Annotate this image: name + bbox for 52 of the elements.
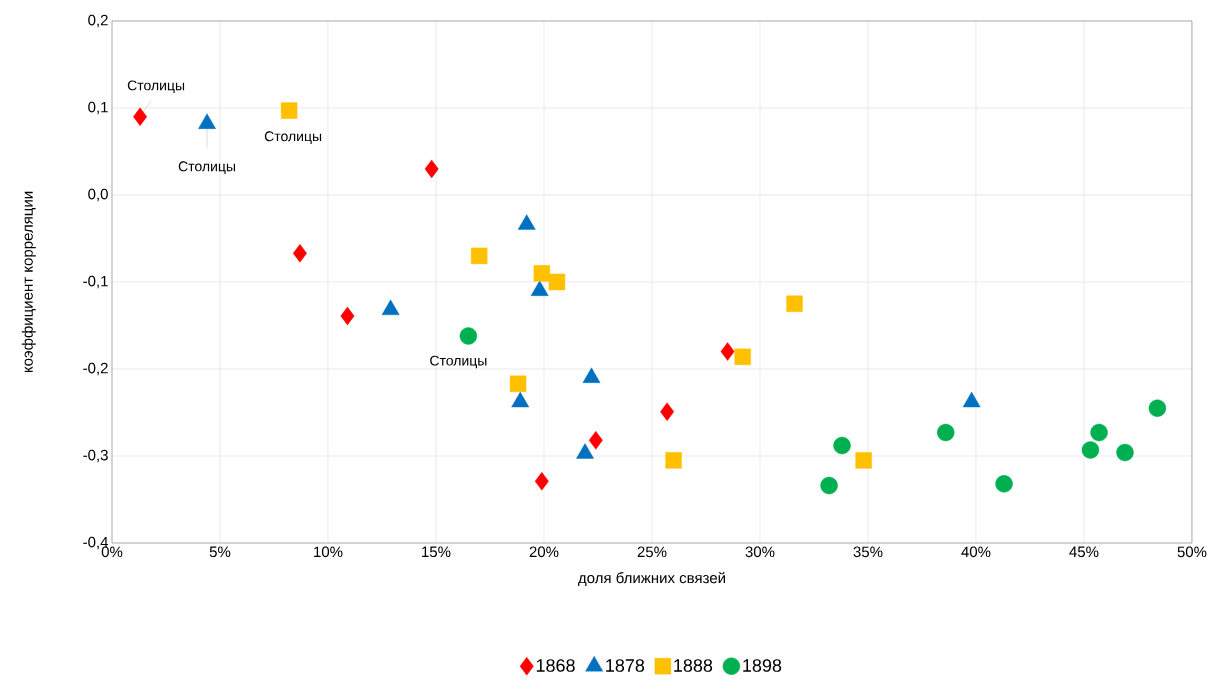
point <box>292 244 307 263</box>
point <box>995 475 1013 493</box>
x-tick-label: 10% <box>314 546 343 558</box>
point <box>340 306 355 326</box>
annotation: Столицы <box>127 80 185 93</box>
x-tick-label: 20% <box>529 546 559 558</box>
x-tick-label: 45% <box>1069 546 1099 558</box>
legend-label: 1898 <box>743 659 782 672</box>
point <box>734 348 751 366</box>
point <box>459 327 478 345</box>
x-tick-label: 25% <box>637 546 667 558</box>
point <box>855 452 872 469</box>
point <box>548 273 566 291</box>
y-tick-label: 0,1 <box>88 101 108 115</box>
y-axis-title: коэффициент корреляции <box>21 191 36 373</box>
point <box>509 375 527 392</box>
point <box>533 265 551 282</box>
x-axis-title: доля ближних связей <box>578 571 725 587</box>
x-tick-label: 40% <box>961 546 991 558</box>
legend-label: 1888 <box>674 659 713 672</box>
point <box>1090 423 1108 442</box>
point <box>937 423 955 442</box>
annotation: Столицы <box>178 161 236 174</box>
point <box>786 295 803 312</box>
point <box>665 452 682 469</box>
point <box>720 342 735 361</box>
x-tick-label: 5% <box>209 546 231 558</box>
y-tick-label: -0,1 <box>83 275 108 289</box>
y-tick-label: -0,3 <box>83 449 108 463</box>
point <box>424 159 439 179</box>
y-tick-label: 0,2 <box>88 14 108 28</box>
legend-label: 1878 <box>606 659 645 672</box>
x-tick-label: 35% <box>853 546 883 558</box>
x-tick-label: 15% <box>422 546 451 558</box>
x-tick-label: 50% <box>1177 546 1207 558</box>
point <box>1116 443 1134 462</box>
point <box>660 402 675 421</box>
y-tick-label: -0,2 <box>83 362 108 376</box>
point <box>534 472 549 491</box>
point <box>133 107 148 126</box>
x-tick-label: 30% <box>745 546 775 558</box>
point <box>820 476 838 495</box>
annotation: Столицы <box>264 131 322 144</box>
legend-label: 1868 <box>536 659 575 672</box>
point <box>833 436 851 455</box>
point <box>470 247 488 265</box>
point <box>280 102 298 119</box>
y-tick-label: 0,0 <box>88 188 108 202</box>
annotation: Столицы <box>430 355 487 369</box>
point <box>1081 441 1100 459</box>
point <box>588 431 603 450</box>
point <box>1148 399 1167 417</box>
